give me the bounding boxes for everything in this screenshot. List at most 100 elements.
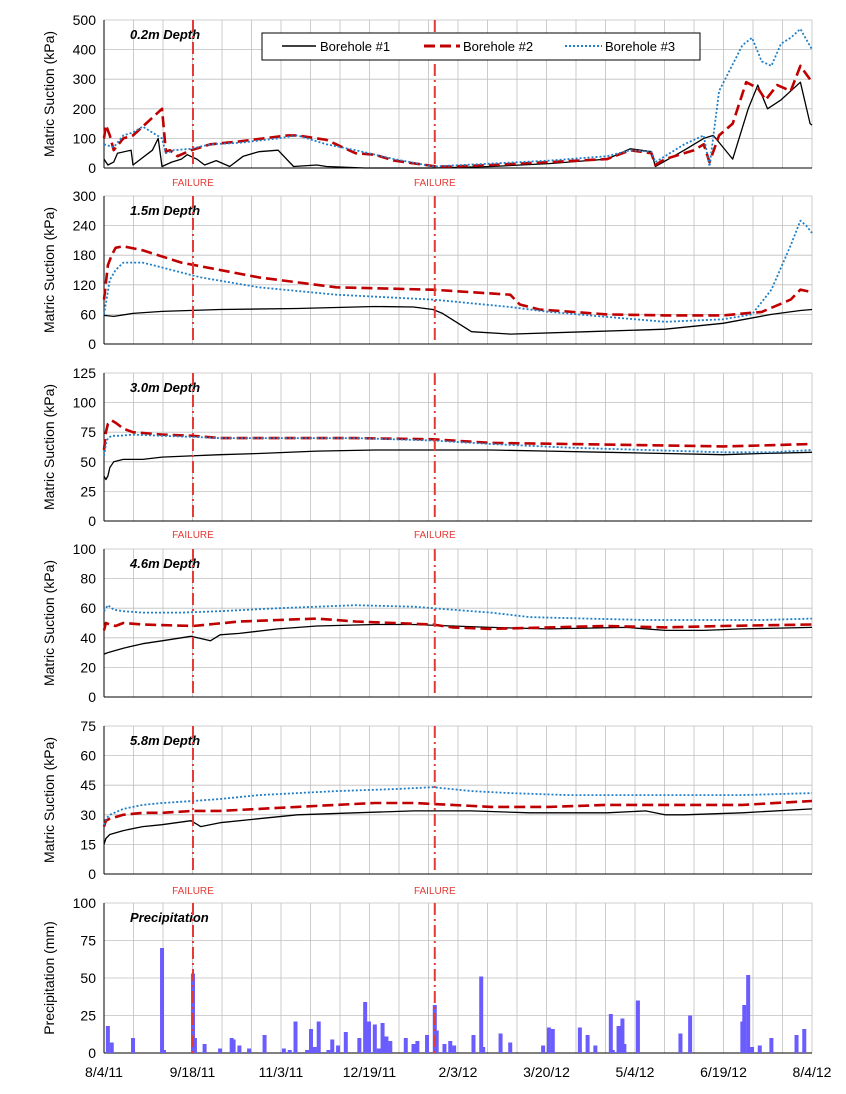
precip-bar (678, 1033, 683, 1053)
y-tick-label: 0 (88, 689, 96, 705)
x-tick-label: 3/20/12 (523, 1064, 570, 1080)
precip-bar (452, 1045, 457, 1053)
y-tick-label: 80 (80, 571, 96, 587)
precip-bar (541, 1045, 546, 1053)
x-tick-label: 5/4/12 (616, 1064, 655, 1080)
y-tick-label: 60 (80, 600, 96, 616)
failure-label: FAILURE (414, 530, 456, 541)
precip-bar (131, 1038, 136, 1053)
precip-bar (293, 1021, 298, 1053)
x-tick-label: 9/18/11 (170, 1064, 216, 1080)
precip-bar (481, 1047, 486, 1053)
x-tick-label: 11/3/11 (259, 1064, 304, 1080)
series-line-borehole1 (103, 81, 813, 169)
precip-bar (688, 1015, 693, 1053)
y-axis-label: Matric Suction (kPa) (41, 560, 57, 686)
y-tick-label: 50 (80, 454, 96, 470)
panel-title: 1.5m Depth (130, 203, 200, 218)
precip-bar (363, 1002, 368, 1053)
y-tick-label: 240 (73, 218, 97, 234)
precip-bar (802, 1029, 807, 1053)
panel-2: 0 25 50 75 100 125 Matric Suction (kPa) 3.0m De… (41, 365, 813, 541)
series-line-borehole3 (103, 604, 813, 621)
precip-bar (742, 1005, 747, 1053)
legend-label-borehole1: Borehole #1 (320, 39, 390, 54)
precip-bar (218, 1048, 223, 1053)
y-axis-label: Precipitation (mm) (41, 921, 57, 1035)
legend-label-borehole2: Borehole #2 (463, 39, 533, 54)
series-line-borehole2 (102, 799, 813, 827)
series-line-borehole2 (102, 617, 813, 631)
y-tick-label: 0 (88, 1045, 96, 1061)
series-line-borehole1 (103, 449, 813, 481)
precip-bar (231, 1039, 236, 1053)
y-tick-label: 50 (80, 970, 96, 986)
panel-title: 4.6m Depth (129, 556, 200, 571)
y-tick-label: 0 (88, 160, 96, 176)
precip-bar (388, 1041, 393, 1053)
precip-bar (425, 1035, 430, 1053)
precip-bar (550, 1029, 555, 1053)
precip-bar (308, 1029, 313, 1053)
precip-bar (585, 1035, 590, 1053)
y-tick-label: 500 (73, 12, 97, 28)
y-tick-label: 60 (80, 748, 96, 764)
y-tick-label: 0 (88, 336, 96, 352)
failure-label: FAILURE (414, 178, 456, 189)
y-tick-label: 20 (80, 659, 96, 675)
precip-bar (326, 1050, 331, 1053)
y-tick-label: 200 (73, 101, 97, 117)
failure-label: FAILURE (414, 886, 456, 897)
y-axis-label: Matric Suction (kPa) (41, 31, 57, 157)
precip-bar (105, 1026, 110, 1053)
precip-bar (160, 948, 165, 1053)
precip-bar (161, 1050, 166, 1053)
series-line-borehole1 (103, 623, 813, 655)
precip-bar (794, 1035, 799, 1053)
series-line-borehole2 (102, 64, 814, 168)
precip-bar (479, 976, 484, 1053)
y-tick-label: 25 (80, 1008, 96, 1024)
x-tick-label: 2/3/12 (439, 1064, 478, 1080)
y-axis-label: Matric Suction (kPa) (41, 737, 57, 863)
precip-bar (316, 1021, 321, 1053)
precip-bar (262, 1035, 267, 1053)
precip-bar (376, 1048, 381, 1053)
panel-5: 0 25 50 75 100 Precipitation (mm) Precipitatio… (41, 895, 813, 1061)
series-line-borehole1 (103, 808, 813, 845)
precip-bar (448, 1041, 453, 1053)
series-line-borehole1 (103, 305, 813, 335)
precip-bar (746, 975, 751, 1053)
x-tick-label: 8/4/11 (85, 1064, 123, 1080)
precip-bar (442, 1044, 447, 1053)
panel-title: 5.8m Depth (130, 733, 200, 748)
y-tick-label: 40 (80, 630, 96, 646)
precip-bar (237, 1045, 242, 1053)
panel-title: 3.0m Depth (130, 380, 200, 395)
y-tick-label: 180 (73, 247, 97, 263)
precip-bar (593, 1045, 598, 1053)
precip-bar (281, 1048, 286, 1053)
failure-label: FAILURE (172, 178, 214, 189)
y-tick-label: 125 (73, 365, 97, 381)
failure-label: FAILURE (172, 530, 214, 541)
y-tick-label: 0 (88, 513, 96, 529)
precip-bar (384, 1036, 389, 1053)
y-tick-label: 100 (73, 130, 97, 146)
x-tick-label: 12/19/11 (343, 1064, 397, 1080)
precip-bar (343, 1032, 348, 1053)
precip-bar (380, 1023, 385, 1053)
precip-bar (577, 1027, 582, 1053)
y-tick-label: 300 (73, 71, 97, 87)
y-tick-label: 100 (73, 395, 97, 411)
precip-bar (415, 1041, 420, 1053)
y-tick-label: 100 (73, 895, 97, 911)
precip-bar (610, 1050, 615, 1053)
y-tick-label: 300 (73, 188, 97, 204)
precip-bar (247, 1048, 252, 1053)
y-tick-label: 400 (73, 42, 97, 58)
precip-bar (757, 1045, 762, 1053)
precip-bar (635, 1000, 640, 1053)
y-tick-label: 75 (80, 933, 96, 949)
